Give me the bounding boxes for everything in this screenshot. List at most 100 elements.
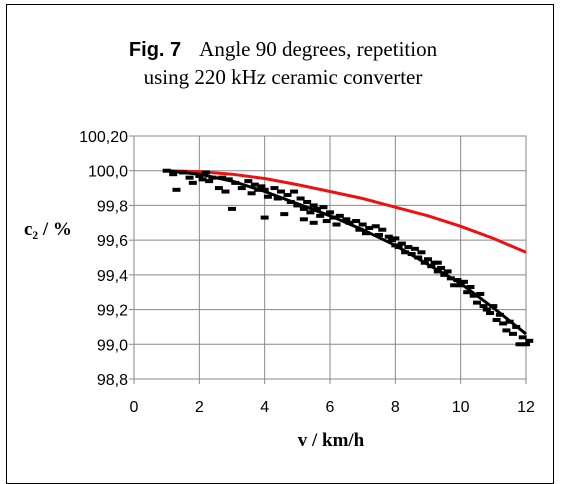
y-tick-label: 99,0 [97,337,128,354]
x-tick-label: 6 [326,399,335,416]
data-point [391,236,400,241]
data-point [169,172,178,177]
x-tick-label: 2 [195,399,204,416]
x-tick-label: 0 [130,399,139,416]
data-point [326,210,334,215]
data-point [247,191,256,196]
data-point [306,210,315,215]
title-text: Angle 90 degrees, repetition [199,37,437,61]
data-point [404,245,413,250]
y-tick-label: 99,6 [97,233,128,250]
data-point [358,222,367,227]
x-tick-label: 10 [452,399,470,416]
data-point [375,232,383,237]
y-tick-label: 99,2 [97,303,128,320]
data-point [450,283,459,288]
data-point [309,203,318,208]
data-point [476,291,485,296]
data-point [293,203,302,208]
x-tick-label: 8 [391,399,400,416]
data-point [303,199,312,204]
data-point [172,187,181,192]
y-tick-label: 99,8 [97,198,128,215]
data-point [361,231,370,236]
data-point [378,227,387,232]
chart-title-line1: Fig. 7 Angle 90 degrees, repetition [129,37,438,61]
figure-number: Fig. 7 [129,39,181,61]
data-point [221,189,230,194]
y-tick-label: 99,4 [97,268,128,285]
data-point [352,219,361,224]
data-point [499,321,508,326]
figure-frame [6,4,554,484]
data-point [273,196,282,201]
y-tick-label: 100,0 [88,164,128,181]
data-point [433,260,442,265]
data-point [263,194,272,199]
data-point [214,186,223,191]
data-point [473,300,481,305]
data-point [518,335,527,340]
data-point [479,304,488,309]
x-tick-label: 4 [260,399,269,416]
x-tick-labels: 0 2 4 6 8 10 12 [130,399,535,416]
data-point [198,177,207,182]
fit-curve [166,169,527,336]
data-point [296,196,305,201]
data-point [365,225,374,230]
data-point [280,212,289,217]
data-point [237,186,246,191]
data-point [309,220,318,225]
data-point [424,257,432,262]
data-point [515,342,524,347]
data-point [260,215,269,220]
data-point [410,246,419,251]
data-point [502,328,511,333]
data-point [482,307,491,312]
data-point [162,168,171,173]
data-point [290,189,299,194]
y-tick-label: 98,8 [97,372,128,389]
data-point [459,279,468,284]
data-point [335,213,344,218]
data-point [463,290,472,295]
reference-curve [166,169,527,254]
data-point [283,193,292,198]
data-point [244,179,253,184]
data-point [250,182,259,187]
data-point [195,173,204,178]
y-tick-label: 100,20 [79,129,128,146]
data-point [260,187,269,192]
data-point [201,170,210,175]
chart-title-line2: using 220 kHz ceramic converter [144,65,423,89]
data-point [466,285,475,290]
data-point [257,184,266,189]
data-point [397,241,406,246]
data-point [469,293,478,298]
x-tick-label: 12 [517,399,535,416]
plot-area [133,135,527,380]
data-point [205,179,214,184]
y-axis-label: c₂ / % [24,219,72,240]
data-point [185,175,194,180]
data-point [492,317,501,322]
data-point [437,265,446,270]
data-point [384,234,393,239]
x-axis-label: v / km/h [298,430,365,451]
data-point [316,213,325,218]
data-point [299,206,308,211]
data-point [486,311,495,316]
data-point [277,189,285,194]
data-point [270,186,279,191]
data-point [508,331,517,336]
data-point [525,338,534,343]
data-point [322,219,331,224]
data-point [312,206,321,211]
data-point [342,217,351,222]
data-point [522,342,530,347]
data-point [332,222,341,227]
data-point [319,205,328,210]
data-point [188,180,197,185]
data-point [443,269,452,274]
data-point [228,206,236,211]
